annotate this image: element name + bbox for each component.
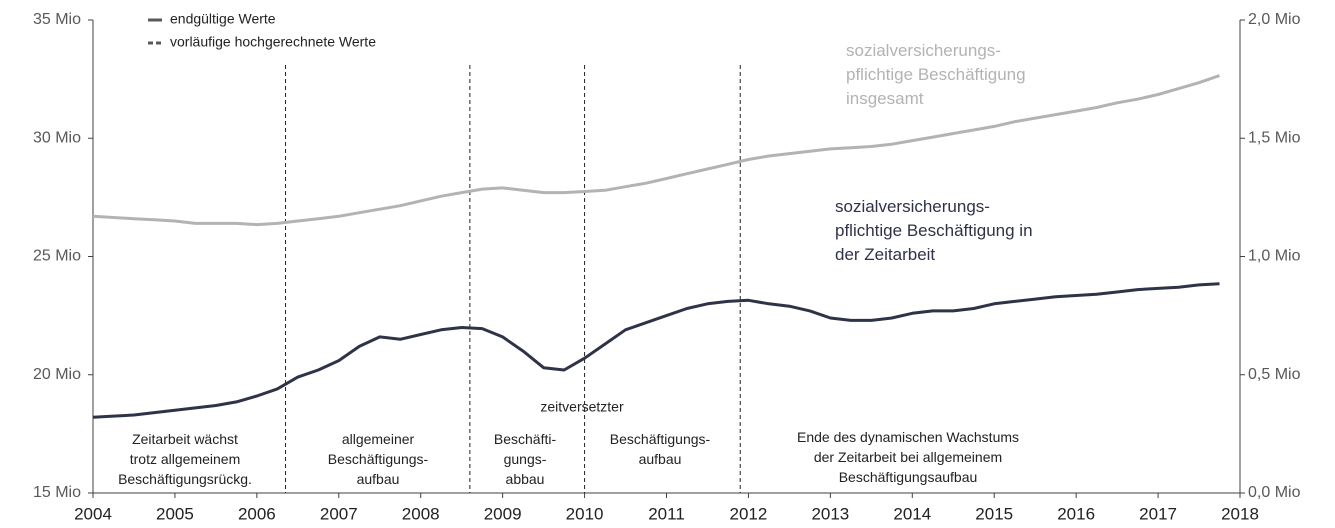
y-tick-label: 25 Mio	[33, 248, 81, 265]
x-tick-label: 2011	[648, 504, 685, 523]
x-tick-label: 2010	[566, 504, 604, 523]
series-line	[92, 282, 1220, 419]
y2-tick-label: 0,5 Mio	[1248, 366, 1301, 383]
series-line	[92, 74, 1220, 227]
x-tick-label: 2013	[811, 504, 849, 523]
x-tick-label: 2009	[484, 504, 522, 523]
y2-tick-label: 1,0 Mio	[1248, 248, 1301, 265]
period-label: allgemeiner Beschäftigungs-aufbau	[328, 431, 429, 487]
x-tick-label: 2017	[1139, 504, 1177, 523]
x-tick-label: 2018	[1221, 504, 1259, 523]
legend-label: vorläufige hochgerechnete Werte	[170, 34, 376, 50]
annotation: zeitversetzter	[540, 399, 624, 415]
x-tick-label: 2016	[1057, 504, 1095, 523]
x-tick-label: 2008	[402, 504, 440, 523]
x-tick-label: 2015	[975, 504, 1013, 523]
y-tick-label: 20 Mio	[33, 366, 81, 383]
x-tick-label: 2014	[893, 504, 931, 523]
y2-tick-label: 2,0 Mio	[1248, 11, 1301, 28]
y2-tick-label: 1,5 Mio	[1248, 129, 1301, 146]
x-tick-label: 2006	[238, 504, 276, 523]
legend-label: endgültige Werte	[170, 11, 276, 27]
y-tick-label: 30 Mio	[33, 129, 81, 146]
y-tick-label: 15 Mio	[33, 484, 81, 501]
x-tick-label: 2007	[320, 504, 358, 523]
x-tick-label: 2004	[74, 504, 112, 523]
y-tick-label: 35 Mio	[33, 11, 81, 28]
x-tick-label: 2012	[730, 504, 768, 523]
series-label: sozialversicherungs-pflichtige Beschäfti…	[846, 41, 1026, 108]
y2-tick-label: 0,0 Mio	[1248, 484, 1301, 501]
period-label: Ende des dynamischen Wachstums der Zeitar…	[797, 429, 1019, 485]
period-label: Zeitarbeit wächst trotz allgemeinem Beschä…	[118, 431, 252, 487]
period-label: Beschäfti-gungs-abbau	[494, 431, 557, 487]
series-label: sozialversicherungs-pflichtige Beschäfti…	[835, 197, 1033, 264]
period-label: Beschäftigungs-aufbau	[610, 431, 711, 467]
x-tick-label: 2005	[156, 504, 194, 523]
